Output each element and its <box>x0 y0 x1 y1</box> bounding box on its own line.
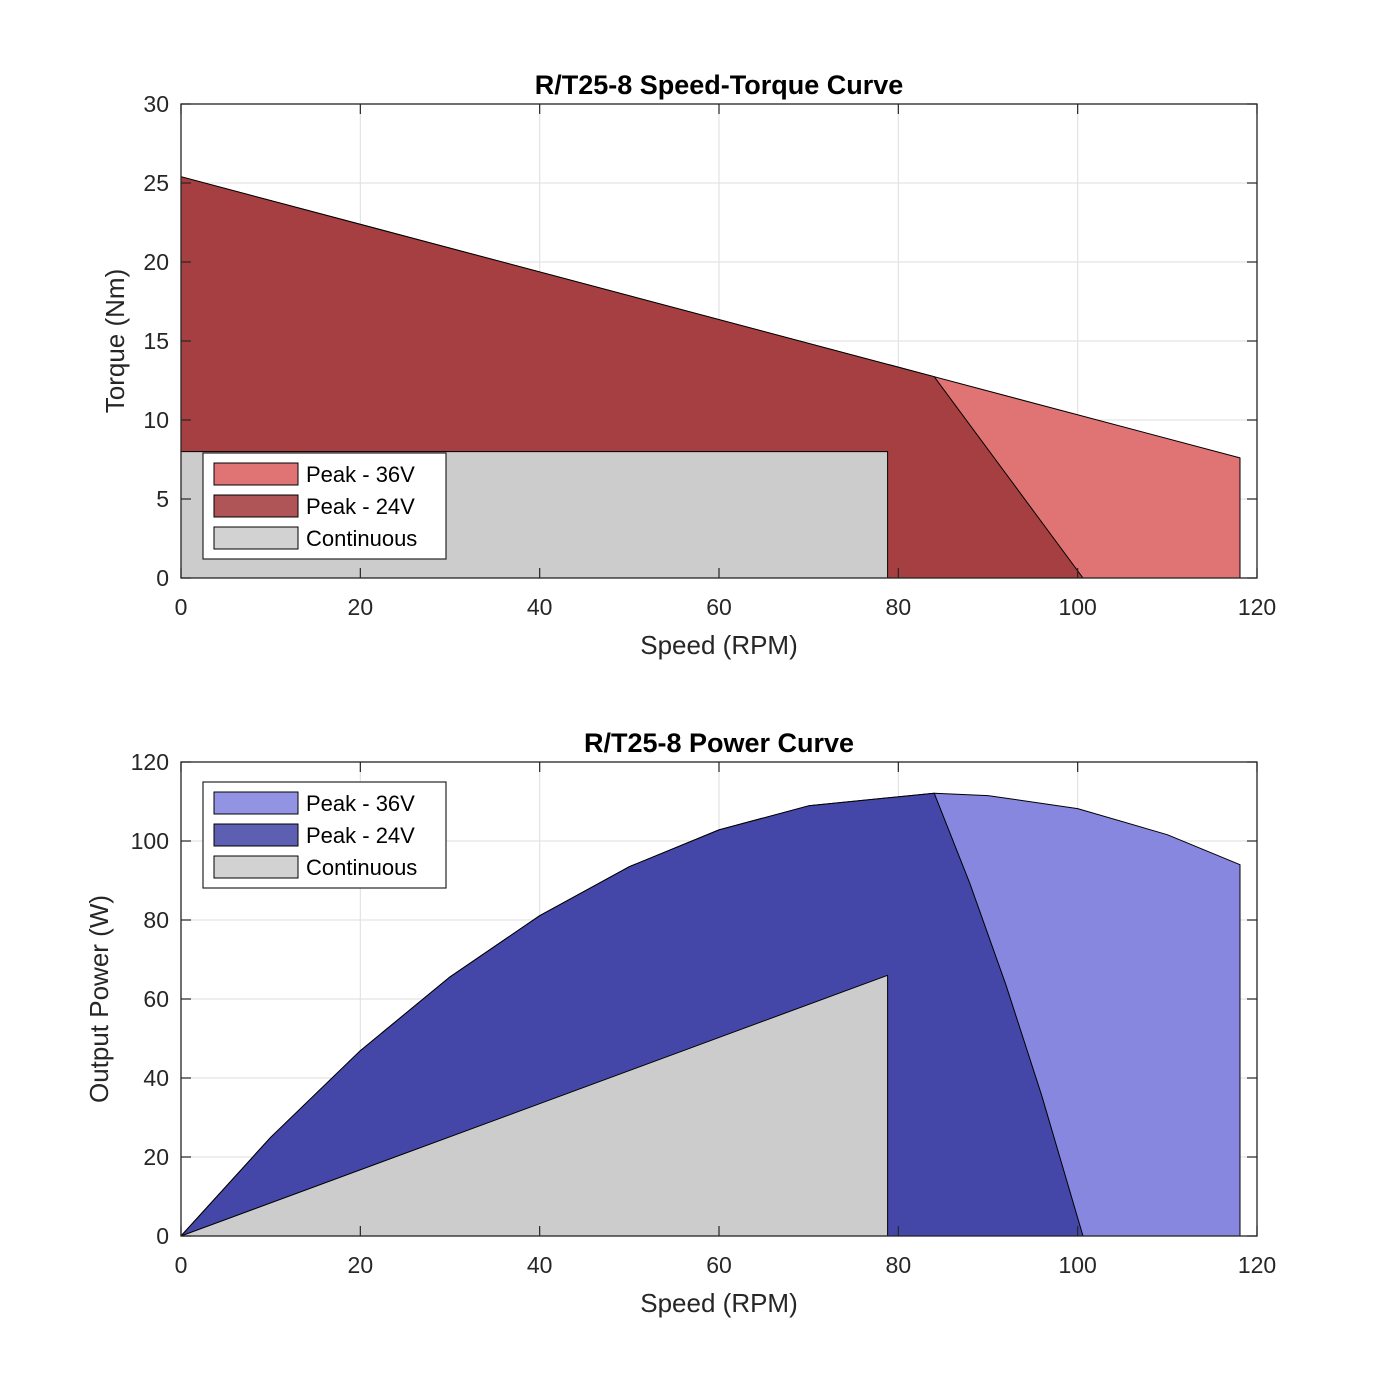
legend-swatch <box>213 494 299 518</box>
legend-item: Continuous <box>213 526 417 551</box>
x-tick-label: 80 <box>886 594 912 620</box>
y-tick-label: 40 <box>143 1065 169 1091</box>
y-tick-label: 120 <box>131 749 169 775</box>
y-tick-label: 20 <box>143 249 169 275</box>
x-tick-label: 120 <box>1238 594 1276 620</box>
y-tick-label: 20 <box>143 1144 169 1170</box>
x-tick-label: 80 <box>886 1252 912 1278</box>
legend-label: Continuous <box>306 526 417 551</box>
legend-item: Peak - 36V <box>213 791 415 816</box>
y-tick-label: 100 <box>131 828 169 854</box>
legend-label: Peak - 36V <box>306 462 415 487</box>
x-tick-label: 100 <box>1058 594 1096 620</box>
x-tick-label: 0 <box>175 594 188 620</box>
legend-swatch <box>213 823 299 847</box>
x-tick-label: 60 <box>706 594 732 620</box>
y-tick-label: 60 <box>143 986 169 1012</box>
chart-title: R/T25-8 Power Curve <box>584 728 854 758</box>
x-tick-label: 0 <box>175 1252 188 1278</box>
legend-item: Peak - 24V <box>213 494 415 519</box>
y-tick-label: 0 <box>156 565 169 591</box>
y-tick-label: 5 <box>156 486 169 512</box>
y-tick-label: 15 <box>143 328 169 354</box>
legend-swatch <box>213 462 299 486</box>
x-axis-label: Speed (RPM) <box>640 1288 798 1318</box>
y-axis-label: Torque (Nm) <box>100 269 130 413</box>
legend-item: Peak - 36V <box>213 462 415 487</box>
legend: Peak - 36V Peak - 24V Continuous <box>202 452 447 560</box>
legend: Peak - 36V Peak - 24V Continuous <box>202 781 447 889</box>
x-axis-label: Speed (RPM) <box>640 630 798 660</box>
chart-1: 0 20 40 60 80 100 120 0 5 10 15 20 25 30 R/T25-8 Speed… <box>100 70 1276 660</box>
legend-label: Continuous <box>306 855 417 880</box>
legend-swatch <box>213 526 299 550</box>
chart-title: R/T25-8 Speed-Torque Curve <box>535 70 904 100</box>
y-tick-label: 25 <box>143 170 169 196</box>
y-axis-label: Output Power (W) <box>84 895 114 1103</box>
x-tick-label: 60 <box>706 1252 732 1278</box>
legend-label: Peak - 36V <box>306 791 415 816</box>
y-tick-label: 10 <box>143 407 169 433</box>
y-tick-label: 30 <box>143 91 169 117</box>
x-tick-label: 120 <box>1238 1252 1276 1278</box>
x-tick-label: 40 <box>527 1252 553 1278</box>
x-tick-label: 20 <box>348 594 374 620</box>
x-tick-label: 100 <box>1058 1252 1096 1278</box>
x-tick-label: 40 <box>527 594 553 620</box>
y-tick-label: 0 <box>156 1223 169 1249</box>
legend-swatch <box>213 855 299 879</box>
legend-label: Peak - 24V <box>306 494 415 519</box>
y-tick-label: 80 <box>143 907 169 933</box>
legend-label: Peak - 24V <box>306 823 415 848</box>
chart-2: 0 20 40 60 80 100 120 0 20 40 60 80 100 120 R/T25-8 Po… <box>84 728 1276 1318</box>
legend-swatch <box>213 791 299 815</box>
legend-item: Peak - 24V <box>213 823 415 848</box>
x-tick-label: 20 <box>348 1252 374 1278</box>
legend-item: Continuous <box>213 855 417 880</box>
